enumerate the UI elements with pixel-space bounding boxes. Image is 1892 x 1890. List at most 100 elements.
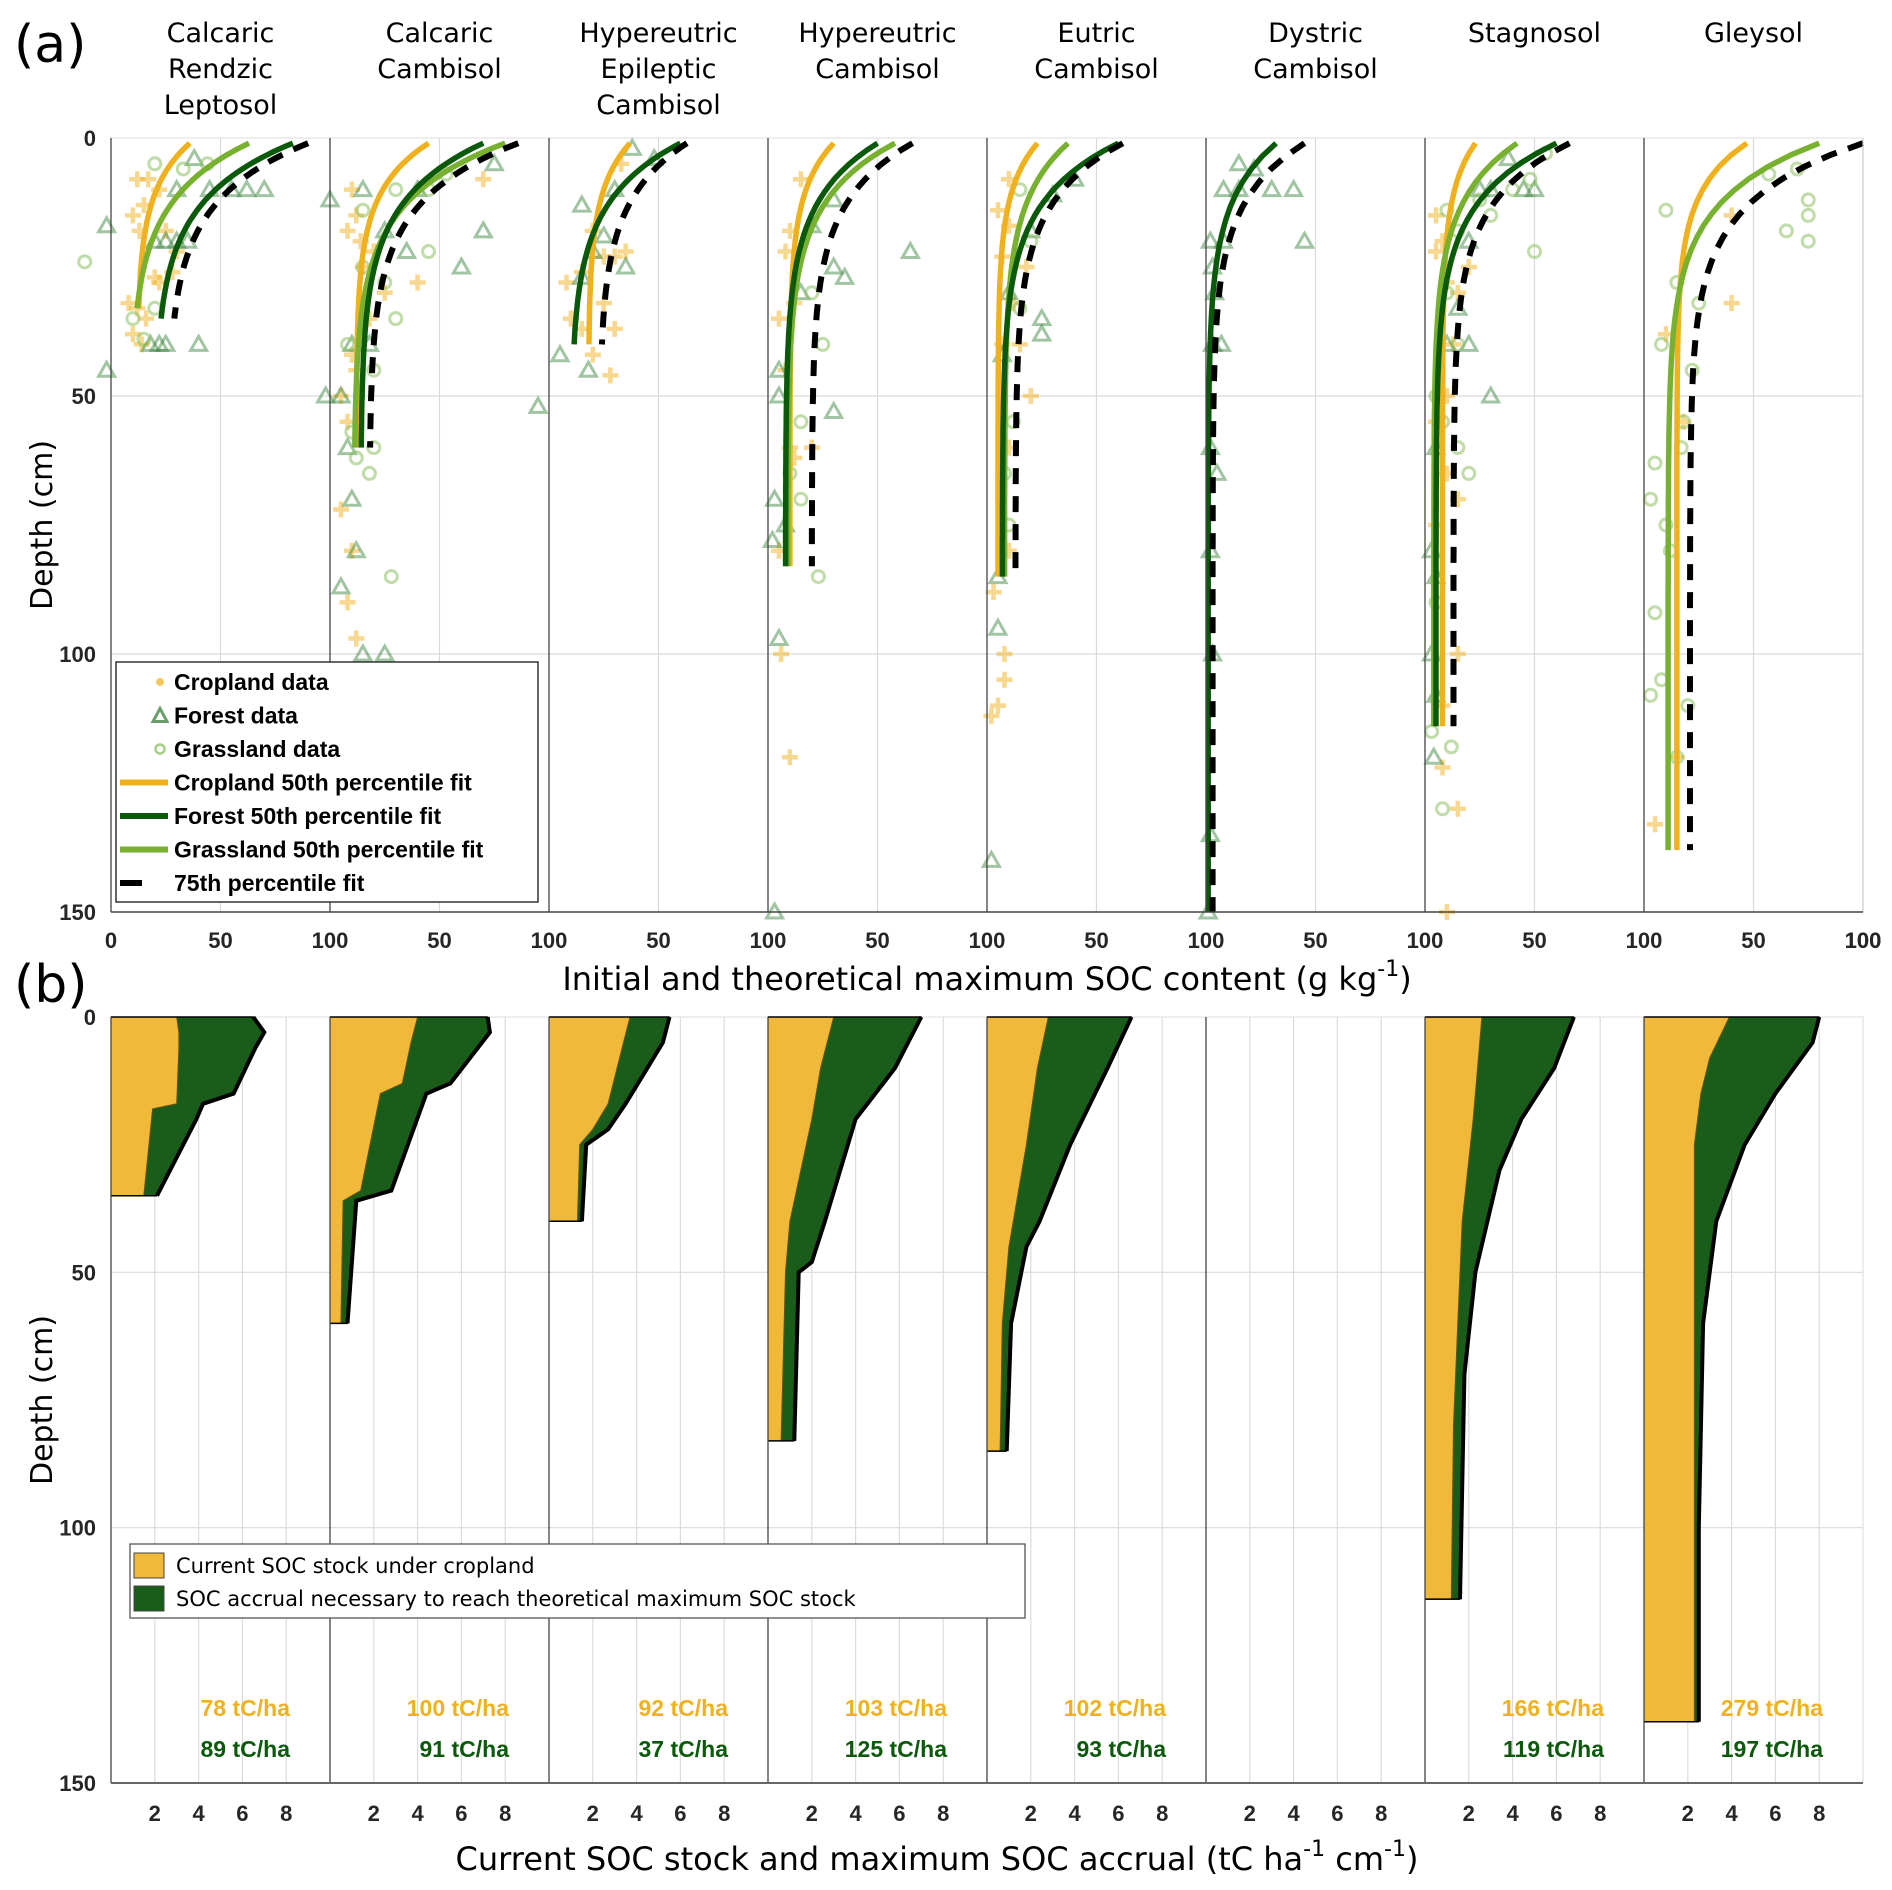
cropland-point bbox=[1449, 646, 1466, 662]
panel-title: Rendzic bbox=[168, 54, 273, 85]
cropland-point bbox=[1460, 259, 1477, 275]
cropland-point bbox=[1723, 295, 1740, 312]
x-tick-label: 100 bbox=[1626, 928, 1663, 953]
x-tick-label: 2 bbox=[149, 1801, 161, 1826]
max-profile-outline bbox=[1696, 1016, 1822, 1722]
grassland-point bbox=[1800, 207, 1816, 223]
panel-title: Gleysol bbox=[1704, 18, 1803, 49]
x-tick-label: 2 bbox=[587, 1801, 599, 1826]
forest-point bbox=[1423, 746, 1445, 765]
forest-fit-line bbox=[1205, 141, 1278, 912]
x-tick-label: 8 bbox=[1813, 1801, 1825, 1826]
crop-fit-line bbox=[995, 141, 1040, 577]
x-tick-label: 100 bbox=[1188, 928, 1225, 953]
forest-point bbox=[615, 255, 637, 275]
grassland-point bbox=[125, 311, 141, 327]
x-tick-label: 50 bbox=[1741, 928, 1765, 953]
forest-point bbox=[472, 219, 494, 239]
accrual-stock-label: 125 tC/ha bbox=[845, 1736, 947, 1762]
legend-label: Current SOC stock under cropland bbox=[176, 1554, 535, 1578]
y-tick-label: 50 bbox=[72, 384, 96, 409]
accrual-stock-label: 89 tC/ha bbox=[201, 1736, 291, 1762]
grassland-point bbox=[1647, 605, 1663, 621]
cropland-point bbox=[124, 326, 141, 343]
x-tick-label: 6 bbox=[893, 1801, 905, 1826]
cropland-point bbox=[339, 594, 356, 611]
forest-point bbox=[527, 395, 549, 414]
forest-point bbox=[577, 359, 600, 378]
y-axis-label-a: Depth (cm) bbox=[25, 440, 60, 610]
cropland-point bbox=[989, 697, 1006, 714]
cropland-point bbox=[339, 222, 356, 239]
forest-point bbox=[987, 617, 1009, 636]
grassland-point bbox=[1654, 336, 1670, 352]
forest-point bbox=[823, 255, 845, 275]
accrual-stock-label: 37 tC/ha bbox=[639, 1736, 729, 1762]
y-tick-label: 0 bbox=[84, 1005, 96, 1030]
p75-fit-line bbox=[598, 140, 689, 345]
panel-title: Cambisol bbox=[596, 90, 720, 121]
cropland-point bbox=[138, 310, 155, 327]
forest-point bbox=[823, 400, 845, 419]
x-tick-label: 4 bbox=[192, 1801, 205, 1826]
panel-title: Epileptic bbox=[601, 54, 717, 85]
panel-title: Hypereutric bbox=[798, 18, 956, 49]
legend-label: Forest 50th percentile fit bbox=[174, 803, 441, 829]
x-tick-label: 8 bbox=[718, 1801, 730, 1826]
y-tick-label: 150 bbox=[59, 1771, 96, 1796]
x-axis-label-text: Initial and theoretical maximum SOC cont… bbox=[562, 960, 1377, 998]
forest-point bbox=[330, 384, 352, 404]
grassland-point bbox=[1647, 455, 1663, 471]
grassland-point bbox=[388, 182, 404, 198]
panel-b-label: (b) bbox=[14, 955, 88, 1015]
x-tick-label: 100 bbox=[1845, 928, 1882, 953]
forest-point bbox=[155, 333, 177, 352]
x-tick-label: 100 bbox=[531, 928, 568, 953]
grassland-point bbox=[1658, 202, 1674, 218]
forest-point bbox=[763, 900, 786, 920]
grassland-point bbox=[147, 156, 163, 172]
forest-point bbox=[768, 384, 790, 404]
panel-a-7 bbox=[1643, 140, 1865, 851]
panel-title: Eutric bbox=[1057, 18, 1135, 49]
legend-box bbox=[129, 1543, 1026, 1619]
p75-fit-line bbox=[1012, 140, 1125, 577]
x-axis-label-part: -1 bbox=[1303, 1837, 1325, 1862]
cropland-stock-label: 103 tC/ha bbox=[845, 1695, 947, 1721]
forest-fit-line bbox=[358, 140, 485, 448]
grassland-point bbox=[1800, 192, 1816, 208]
panel-b-0: 78 tC/ha 89 tC/ha bbox=[110, 1015, 291, 1762]
panel-a-0 bbox=[77, 140, 310, 378]
legend-label: Grassland data bbox=[174, 736, 340, 762]
legend-label: Forest data bbox=[174, 703, 298, 729]
forest-point bbox=[1212, 178, 1235, 198]
cropland-point bbox=[1427, 243, 1444, 260]
x-tick-label: 4 bbox=[1725, 1801, 1738, 1826]
forest-point bbox=[374, 642, 396, 662]
x-tick-label: 4 bbox=[411, 1801, 424, 1826]
forest-point bbox=[768, 627, 790, 647]
p75-fit-line bbox=[1687, 140, 1865, 851]
x-tick-label: 50 bbox=[427, 928, 451, 953]
forest-point bbox=[450, 255, 472, 275]
panel-title: Cambisol bbox=[1253, 54, 1377, 85]
cropland-point bbox=[1018, 259, 1035, 275]
cropland-point bbox=[475, 171, 492, 188]
grassland-point bbox=[804, 285, 820, 301]
cropland-point bbox=[140, 171, 157, 188]
cropland-point bbox=[1427, 207, 1444, 224]
y-tick-label: 100 bbox=[59, 642, 96, 667]
legend-label: SOC accrual necessary to reach theoretic… bbox=[176, 1587, 857, 1611]
panel-b-6: 166 tC/ha 119 tC/ha bbox=[1424, 1016, 1604, 1762]
panel-a-4 bbox=[980, 140, 1125, 868]
panel-b-4: 102 tC/ha 93 tC/ha bbox=[986, 1016, 1166, 1762]
legend-label: Grassland 50th percentile fit bbox=[174, 837, 484, 863]
x-tick-label: 8 bbox=[1594, 1801, 1606, 1826]
x-tick-label: 6 bbox=[1112, 1801, 1124, 1826]
crop-fit-line bbox=[586, 141, 633, 345]
x-axis-label-part: Current SOC stock and maximum SOC accrua… bbox=[456, 1840, 1304, 1878]
panel-b-1: 100 tC/ha 91 tC/ha bbox=[329, 1016, 509, 1762]
max-profile-outline bbox=[579, 1016, 672, 1222]
x-tick-label: 100 bbox=[969, 928, 1006, 953]
cropland-stock-label: 102 tC/ha bbox=[1064, 1695, 1166, 1721]
